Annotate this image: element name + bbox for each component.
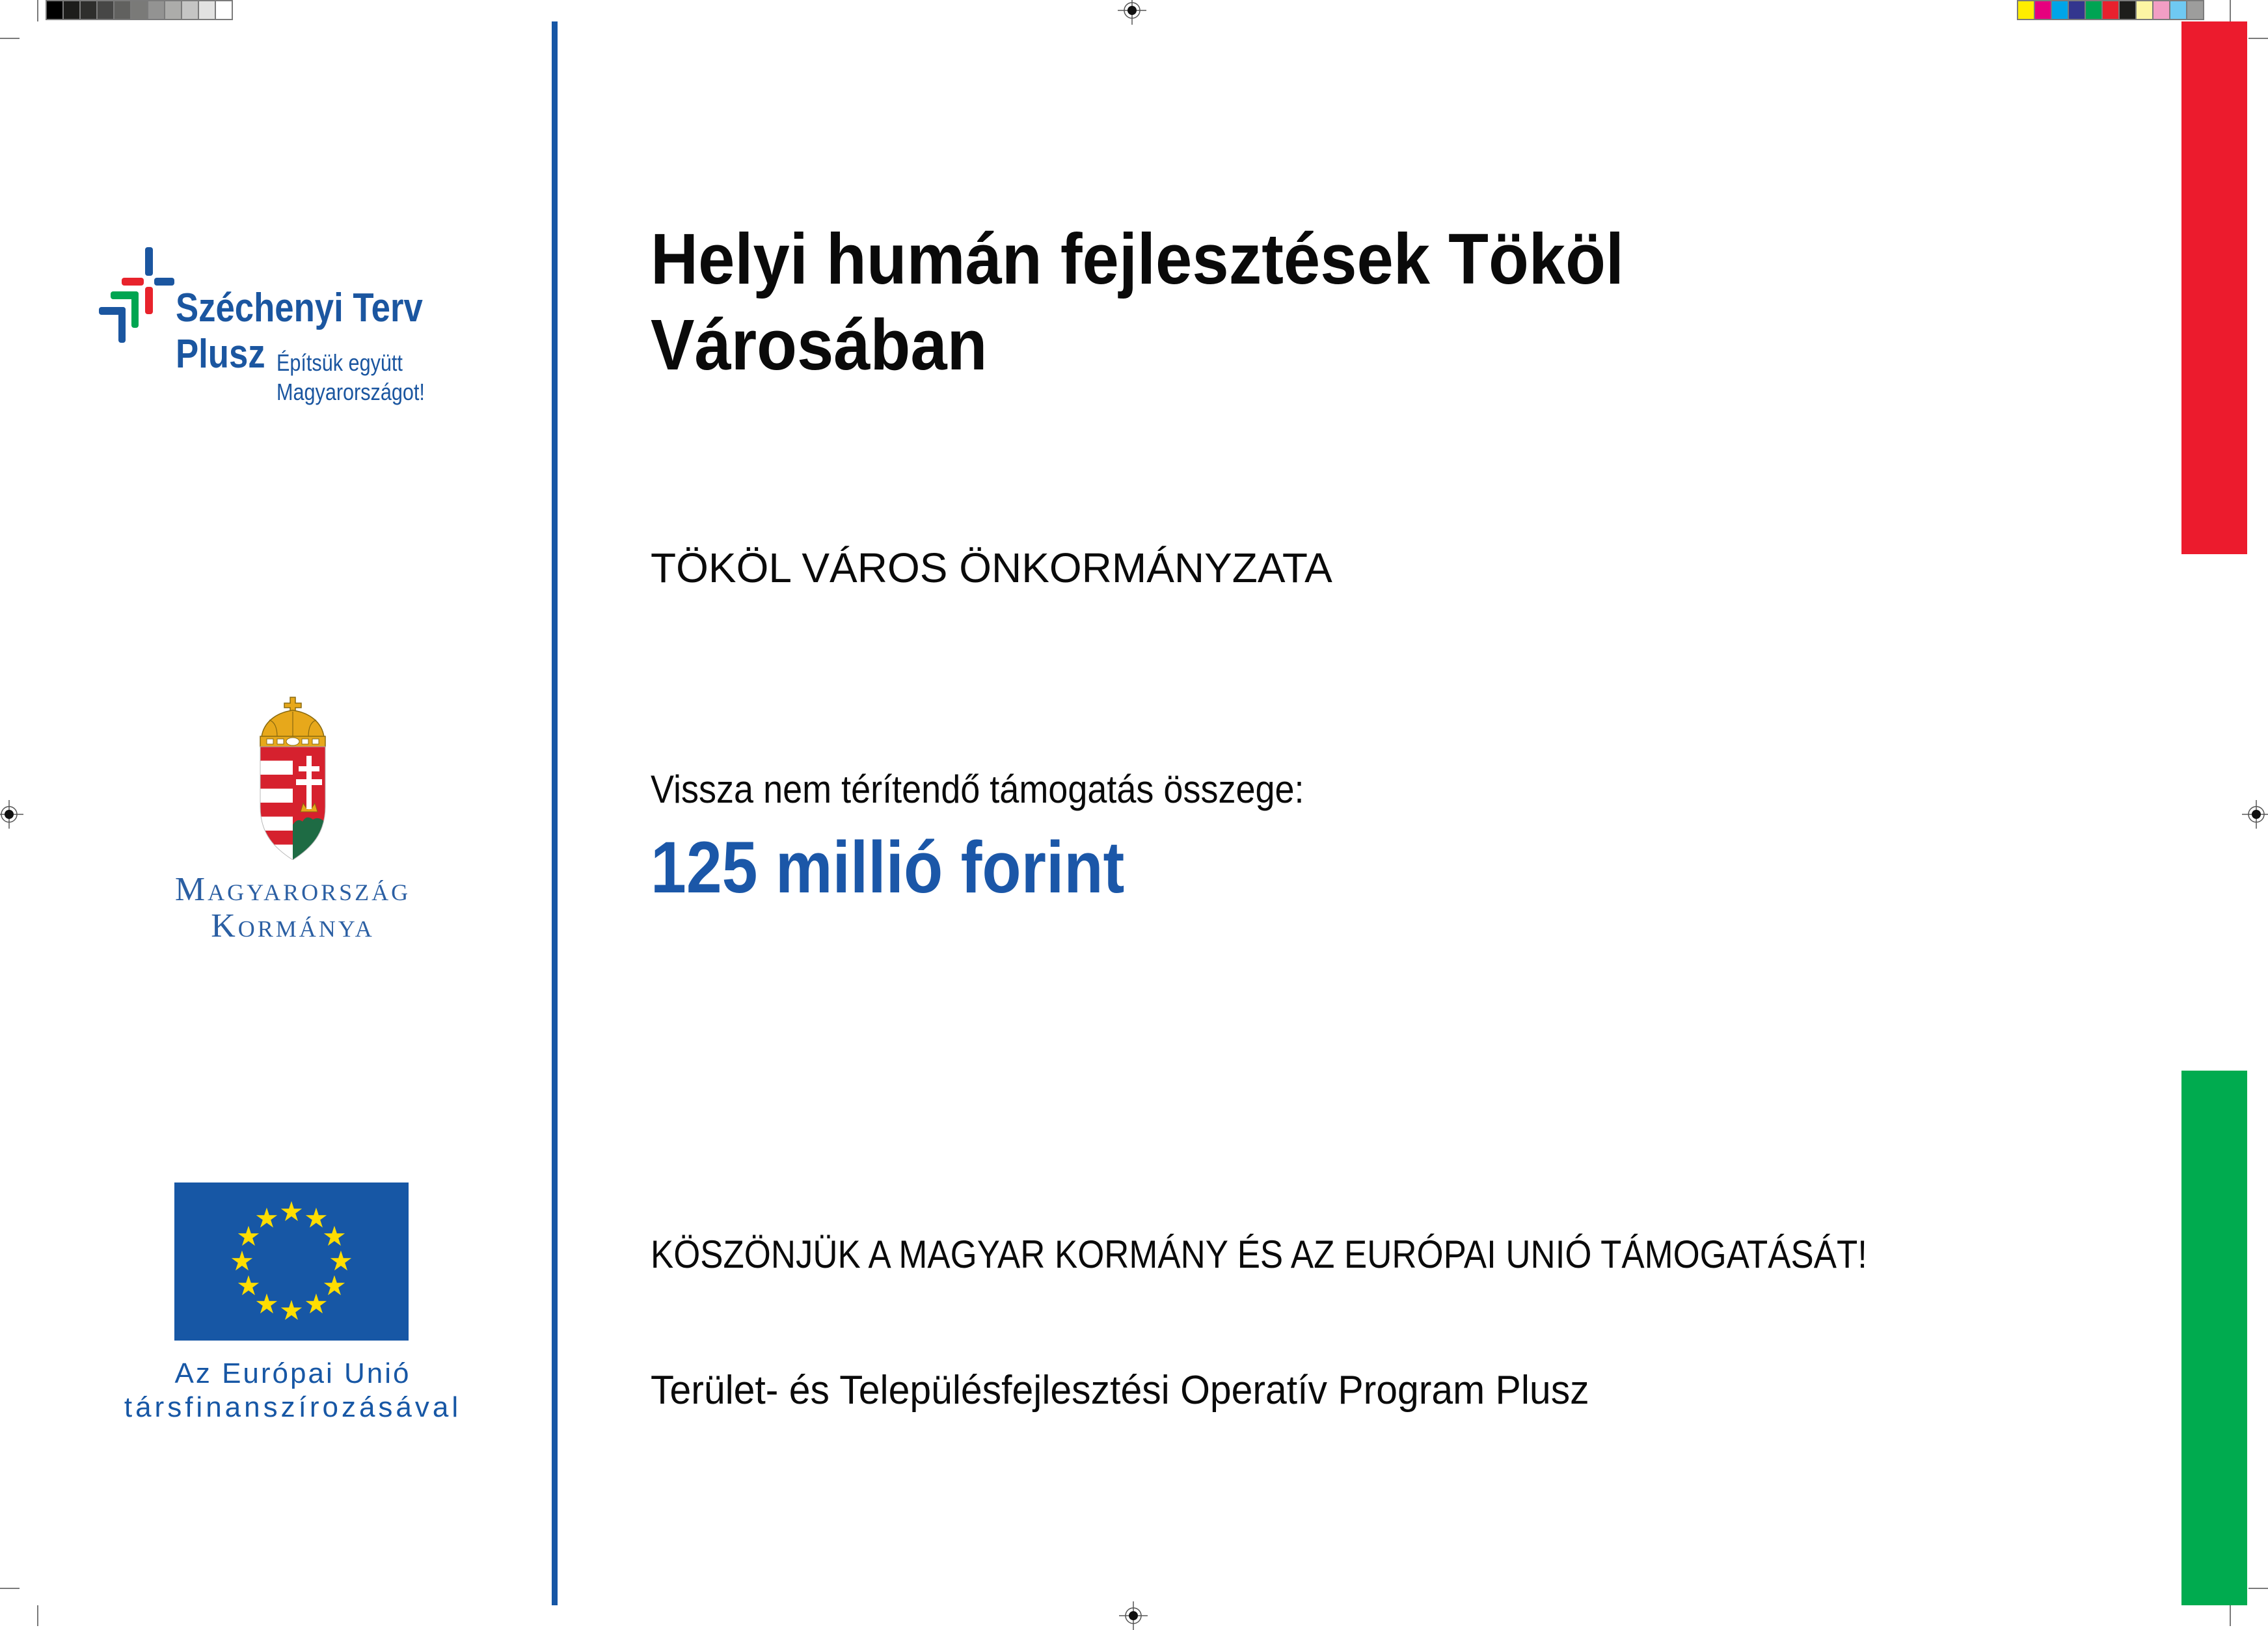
eu-star-icon: ★ bbox=[230, 1246, 254, 1276]
eu-star-icon: ★ bbox=[236, 1270, 261, 1301]
szechenyi-cross-icon bbox=[99, 247, 174, 343]
grayscale-calibration-strip bbox=[46, 0, 233, 20]
eu-flag: ★ ★ ★ ★ ★ ★ ★ ★ ★ ★ ★ ★ bbox=[174, 1182, 409, 1341]
calibration-swatch bbox=[46, 0, 64, 20]
szechenyi-logo-slogan-line2: Magyarországot! bbox=[277, 379, 425, 405]
calibration-swatch bbox=[113, 0, 131, 20]
calibration-swatch bbox=[2152, 0, 2170, 20]
beneficiary-name: TÖKÖL VÁROS ÖNKORMÁNYZATA bbox=[651, 544, 1332, 591]
eu-star-icon: ★ bbox=[304, 1289, 329, 1319]
registration-mark-icon bbox=[0, 800, 23, 829]
grant-amount: 125 millió forint bbox=[651, 827, 1125, 908]
calibration-swatch bbox=[62, 0, 81, 20]
calibration-swatch bbox=[2051, 0, 2069, 20]
calibration-swatch bbox=[147, 0, 165, 20]
calibration-swatch bbox=[79, 0, 98, 20]
hungarian-coat-of-arms-icon bbox=[260, 697, 326, 860]
crop-mark bbox=[37, 0, 38, 21]
crop-mark bbox=[0, 38, 20, 39]
crop-mark bbox=[2248, 1588, 2268, 1589]
color-calibration-strip bbox=[2017, 0, 2204, 20]
thanks-message: KÖSZÖNJÜK A MAGYAR KORMÁNY ÉS AZ EURÓPAI… bbox=[651, 1233, 1867, 1276]
eu-star-icon: ★ bbox=[279, 1295, 304, 1326]
project-title-line2: Városában bbox=[651, 305, 988, 385]
government-logo-line2: Kormánya bbox=[211, 907, 375, 944]
grant-label: Vissza nem térítendő támogatás összege: bbox=[651, 768, 1304, 811]
szechenyi-logo-slogan-line1: Építsük együtt bbox=[277, 349, 403, 376]
registration-mark-icon bbox=[1118, 0, 1146, 25]
crop-mark bbox=[0, 1588, 20, 1589]
calibration-swatch bbox=[181, 0, 199, 20]
crop-mark bbox=[2248, 38, 2268, 39]
eu-logo-line1: Az Európai Unió bbox=[174, 1357, 411, 1389]
calibration-swatch bbox=[2169, 0, 2187, 20]
calibration-swatch bbox=[2068, 0, 2086, 20]
eu-star-icon: ★ bbox=[254, 1203, 279, 1233]
eu-star-icon: ★ bbox=[329, 1246, 353, 1276]
eu-logo-line2: társfinanszírozásával bbox=[124, 1391, 462, 1423]
calibration-swatch bbox=[2017, 0, 2035, 20]
project-title-line1: Helyi humán fejlesztések Tököl bbox=[651, 219, 1625, 299]
calibration-swatch bbox=[2186, 0, 2204, 20]
eu-star-icon: ★ bbox=[236, 1221, 261, 1251]
calibration-swatch bbox=[96, 0, 115, 20]
calibration-swatch bbox=[2135, 0, 2153, 20]
calibration-swatch bbox=[198, 0, 216, 20]
crop-mark bbox=[37, 1605, 38, 1626]
eu-star-icon: ★ bbox=[254, 1289, 279, 1319]
green-bleed-bar bbox=[2181, 1071, 2247, 1605]
calibration-swatch bbox=[164, 0, 182, 20]
registration-mark-icon bbox=[2242, 800, 2268, 829]
program-name: Terület- és Településfejlesztési Operatí… bbox=[651, 1368, 1589, 1413]
vertical-divider bbox=[552, 21, 558, 1605]
calibration-swatch bbox=[130, 0, 148, 20]
crop-mark bbox=[2230, 0, 2231, 21]
eu-star-icon: ★ bbox=[322, 1221, 347, 1251]
calibration-swatch bbox=[2085, 0, 2103, 20]
crop-mark bbox=[2230, 1605, 2231, 1626]
eu-star-icon: ★ bbox=[322, 1270, 347, 1301]
government-logo-line1: Magyarország bbox=[174, 871, 411, 908]
szechenyi-logo-name-line1: Széchenyi Terv bbox=[176, 286, 423, 330]
szechenyi-logo-name-line2: Plusz bbox=[176, 332, 265, 377]
calibration-swatch bbox=[2118, 0, 2137, 20]
registration-mark-icon bbox=[1119, 1601, 1148, 1630]
calibration-swatch bbox=[2034, 0, 2052, 20]
calibration-swatch bbox=[2101, 0, 2120, 20]
red-bleed-bar bbox=[2181, 21, 2247, 554]
eu-star-icon: ★ bbox=[304, 1203, 329, 1233]
eu-star-icon: ★ bbox=[279, 1196, 304, 1227]
calibration-swatch bbox=[215, 0, 233, 20]
